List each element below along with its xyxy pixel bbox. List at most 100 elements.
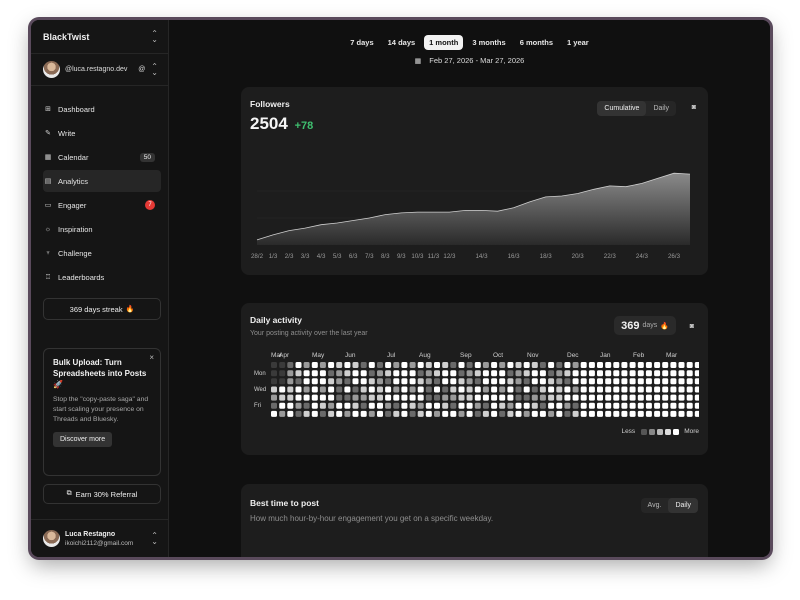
heatmap-cell[interactable] (605, 370, 612, 377)
heatmap-cell[interactable] (271, 386, 277, 393)
heatmap-cell[interactable] (344, 370, 351, 377)
heatmap-cell[interactable] (564, 386, 571, 393)
heatmap-cell[interactable] (637, 362, 644, 368)
heatmap-cell[interactable] (279, 394, 286, 401)
heatmap-cell[interactable] (328, 402, 335, 409)
heatmap-cell[interactable] (295, 370, 302, 377)
heatmap-cell[interactable] (694, 386, 699, 393)
heatmap-cell[interactable] (499, 386, 506, 393)
heatmap-cell[interactable] (409, 386, 416, 393)
heatmap-cell[interactable] (434, 386, 440, 393)
heatmap-cell[interactable] (678, 386, 685, 393)
heatmap-cell[interactable] (588, 394, 595, 401)
heatmap-cell[interactable] (360, 410, 367, 417)
heatmap-cell[interactable] (621, 402, 628, 409)
heatmap-cell[interactable] (686, 386, 693, 393)
heatmap-cell[interactable] (523, 378, 530, 385)
heatmap-cell[interactable] (645, 394, 652, 401)
heatmap-cell[interactable] (645, 370, 652, 377)
heatmap-cell[interactable] (393, 394, 400, 401)
heatmap-cell[interactable] (629, 410, 636, 417)
account-switcher[interactable]: @luca.restagno.dev @ ⌃ ⌄ (31, 54, 168, 86)
heatmap-cell[interactable] (678, 410, 685, 417)
heatmap-cell[interactable] (507, 394, 514, 401)
heatmap-cell[interactable] (588, 378, 595, 385)
heatmap-cell[interactable] (450, 378, 457, 385)
range-6-months[interactable]: 6 months (519, 38, 554, 47)
heatmap-cell[interactable] (442, 362, 449, 368)
heatmap-cell[interactable] (531, 362, 538, 368)
heatmap-cell[interactable] (377, 402, 383, 409)
heatmap-cell[interactable] (328, 378, 335, 385)
heatmap-cell[interactable] (336, 386, 343, 393)
heatmap-cell[interactable] (409, 378, 416, 385)
heatmap-cell[interactable] (662, 394, 669, 401)
heatmap-cell[interactable] (597, 410, 603, 417)
heatmap-cell[interactable] (425, 386, 432, 393)
heatmap-cell[interactable] (377, 386, 383, 393)
heatmap-cell[interactable] (548, 378, 555, 385)
heatmap-cell[interactable] (417, 378, 424, 385)
heatmap-cell[interactable] (287, 370, 294, 377)
heatmap-cell[interactable] (572, 402, 579, 409)
heatmap-cell[interactable] (621, 362, 628, 368)
heatmap-cell[interactable] (360, 378, 367, 385)
heatmap-cell[interactable] (279, 362, 286, 368)
sidebar-item-inspiration[interactable]: ☼ Inspiration (43, 218, 161, 240)
heatmap-cell[interactable] (434, 410, 440, 417)
heatmap-cell[interactable] (548, 362, 555, 368)
heatmap-cell[interactable] (678, 378, 685, 385)
heatmap-cell[interactable] (523, 394, 530, 401)
heatmap-cell[interactable] (572, 410, 579, 417)
heatmap-cell[interactable] (605, 362, 612, 368)
heatmap-cell[interactable] (515, 394, 522, 401)
heatmap-cell[interactable] (597, 362, 603, 368)
heatmap-cell[interactable] (417, 386, 424, 393)
heatmap-cell[interactable] (654, 386, 661, 393)
heatmap-cell[interactable] (694, 378, 699, 385)
heatmap-cell[interactable] (319, 370, 326, 377)
heatmap-cell[interactable] (425, 410, 432, 417)
heatmap-cell[interactable] (491, 394, 498, 401)
heatmap-cell[interactable] (377, 370, 383, 377)
heatmap-cell[interactable] (629, 362, 636, 368)
heatmap-cell[interactable] (499, 370, 506, 377)
heatmap-cell[interactable] (368, 410, 375, 417)
heatmap-cell[interactable] (605, 386, 612, 393)
heatmap-cell[interactable] (580, 410, 587, 417)
heatmap-cell[interactable] (442, 410, 449, 417)
heatmap-cell[interactable] (572, 362, 579, 368)
heatmap-cell[interactable] (401, 378, 408, 385)
heatmap-cell[interactable] (352, 402, 359, 409)
heatmap-cell[interactable] (352, 362, 359, 368)
heatmap-cell[interactable] (539, 378, 546, 385)
heatmap-cell[interactable] (491, 378, 498, 385)
heatmap-cell[interactable] (474, 386, 481, 393)
heatmap-cell[interactable] (482, 370, 489, 377)
heatmap-cell[interactable] (319, 386, 326, 393)
heatmap-cell[interactable] (515, 386, 522, 393)
heatmap-cell[interactable] (368, 386, 375, 393)
heatmap-cell[interactable] (287, 378, 294, 385)
heatmap-cell[interactable] (287, 362, 294, 368)
heatmap-cell[interactable] (482, 402, 489, 409)
heatmap-cell[interactable] (548, 386, 555, 393)
heatmap-cell[interactable] (377, 362, 383, 368)
heatmap-cell[interactable] (580, 370, 587, 377)
heatmap-cell[interactable] (287, 410, 294, 417)
heatmap-cell[interactable] (458, 370, 465, 377)
heatmap-cell[interactable] (442, 386, 449, 393)
heatmap-cell[interactable] (564, 394, 571, 401)
heatmap-cell[interactable] (556, 378, 563, 385)
toggle-daily[interactable]: Daily (668, 498, 698, 513)
heatmap-cell[interactable] (271, 362, 277, 368)
heatmap-cell[interactable] (417, 402, 424, 409)
heatmap-cell[interactable] (409, 394, 416, 401)
heatmap-cell[interactable] (409, 362, 416, 368)
camera-icon[interactable]: ◙ (689, 323, 694, 330)
heatmap-cell[interactable] (694, 394, 699, 401)
heatmap-cell[interactable] (344, 402, 351, 409)
heatmap-cell[interactable] (466, 378, 473, 385)
heatmap-cell[interactable] (417, 394, 424, 401)
heatmap-cell[interactable] (434, 394, 440, 401)
